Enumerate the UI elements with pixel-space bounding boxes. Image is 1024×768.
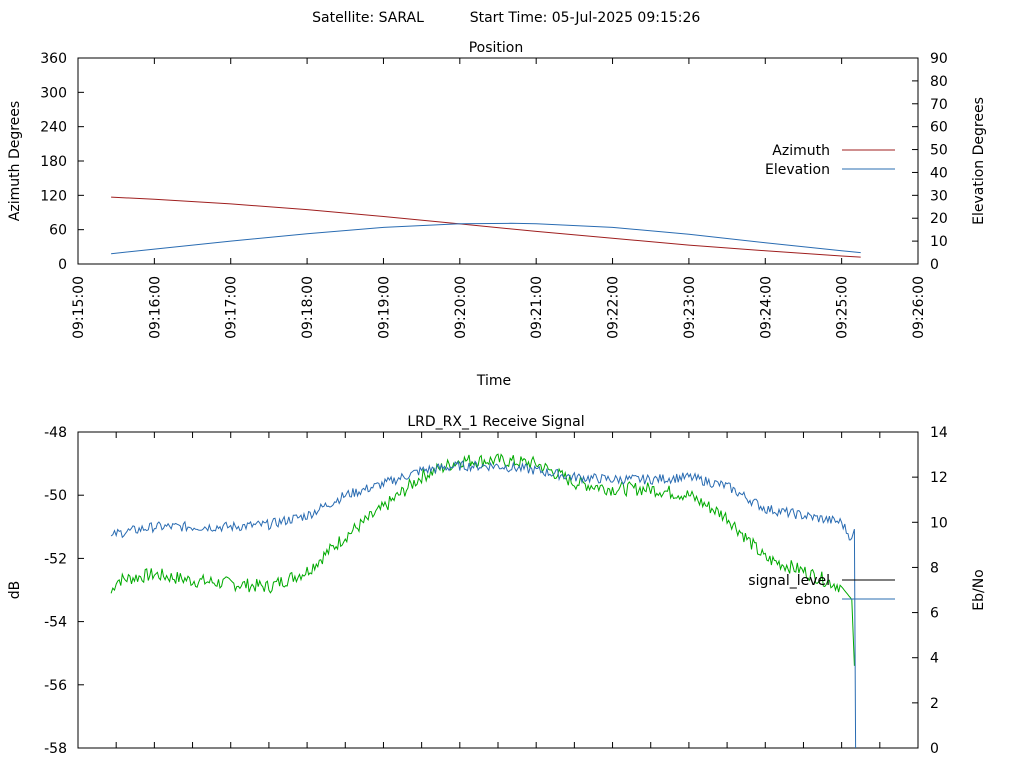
signal-y2-axis-label: Eb/No [971,569,987,611]
legend-label-azimuth: Azimuth [772,143,830,159]
position-axes: 0 60 120 180 240 300 360 0 10 20 30 40 50 60 70 80 90 09:… [40,51,948,339]
signal-chart: LRD_RX_1 Receive Signal -58-56-54-52-50-… [7,414,987,757]
x-tick-label: 09:16:00 [147,276,163,339]
x-tick-label: 09:22:00 [606,276,622,339]
y-tick-label: 0 [58,257,67,273]
x-tick-label: 09:25:00 [835,276,851,339]
x-tick-label: 09:21:00 [529,276,545,339]
x-tick-label: 09:17:00 [224,276,240,339]
position-y2-axis-label: Elevation Degrees [971,97,987,225]
signal-axes: -58 -56 -54 -52 -50 -48 0 2 4 6 8 10 12 14 [44,425,948,757]
x-tick-label: 09:26:00 [911,276,927,339]
y2-tick-label: 14 [930,425,948,441]
y2-tick-label: 70 [930,97,948,113]
y2-tick-label: 10 [930,234,948,250]
y-tick-label: -56 [44,678,67,694]
signal-y-axis-label: dB [7,581,23,600]
y2-tick-label: 40 [930,165,948,181]
x-tick-label: 09:15:00 [71,276,87,339]
signal-series [110,453,857,749]
y2-tick-label: 80 [930,74,948,90]
x-tick-label: 09:20:00 [453,276,469,339]
signal-chart-title: LRD_RX_1 Receive Signal [407,414,584,430]
header-start-time: Start Time: 05-Jul-2025 09:15:26 [470,10,701,26]
y-tick-label: 60 [49,223,67,239]
position-legend: Azimuth Elevation [765,143,895,178]
position-y-axis-label: Azimuth Degrees [7,101,23,221]
position-series [111,196,861,258]
y-tick-label: 300 [40,85,67,101]
y2-tick-label: 10 [930,515,948,531]
legend-label-signal-level: signal_level [748,573,830,589]
y2-tick-label: 20 [930,211,948,227]
y2-tick-label: 4 [930,651,939,667]
y-tick-label: 360 [40,51,67,67]
x-tick-label: 09:23:00 [682,276,698,339]
x-tick-label: 09:18:00 [300,276,316,339]
legend-label-elevation: Elevation [765,162,830,178]
y2-tick-label: 90 [930,51,948,67]
signal-plot-frame [77,431,919,749]
y-tick-label: -54 [44,615,67,631]
header-satellite: Satellite: SARAL [312,10,424,26]
y-tick-label: -50 [44,488,67,504]
y2-tick-label: 8 [930,560,939,576]
series-line-azimuth [111,196,861,258]
position-plot-frame [77,57,919,265]
series-line-elevation [111,222,861,255]
x-tick-label: 09:24:00 [758,276,774,339]
y-tick-label: 240 [40,120,67,136]
y2-tick-label: 60 [930,120,948,136]
x-tick-label: 09:19:00 [376,276,392,339]
y2-tick-label: 6 [930,606,939,622]
y-tick-label: -58 [44,741,67,757]
position-x-axis-label: Time [476,373,511,389]
y-tick-label: 180 [40,154,67,170]
y2-tick-label: 2 [930,696,939,712]
legend-label-ebno: ebno [795,592,830,608]
position-chart: Position 0 60 120 180 240 300 360 0 10 20 30 40 50 60… [7,40,987,389]
series-line-ebno [110,460,857,749]
y2-tick-label: 12 [930,470,948,486]
y-tick-label: -48 [44,425,67,441]
y2-tick-label: 30 [930,188,948,204]
y-tick-label: 120 [40,188,67,204]
series-line-signal-level [110,453,855,666]
position-chart-title: Position [469,40,524,56]
y-tick-label: -52 [44,551,67,567]
y2-tick-label: 50 [930,143,948,159]
y2-tick-label: 0 [930,257,939,273]
y2-tick-label: 0 [930,741,939,757]
